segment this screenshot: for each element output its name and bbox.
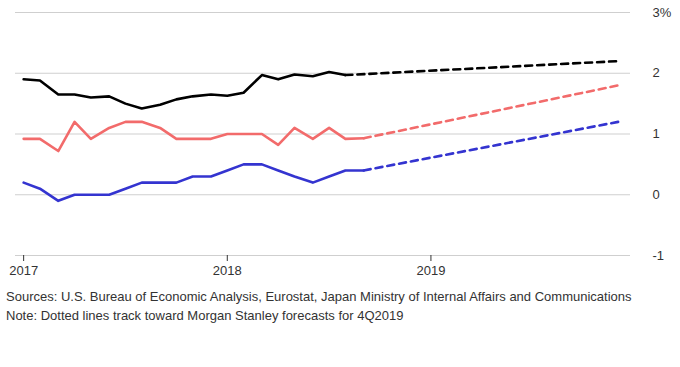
svg-text:2: 2 [653, 65, 660, 80]
html-text:Sources: U.S. Bureau of Econom: Sources: U.S. Bureau of Economic Analysi… [6, 289, 632, 304]
html-text:Note: Dotted lines track towar: Note: Dotted lines track toward Morgan S… [6, 308, 404, 323]
svg-text:0: 0 [653, 187, 660, 202]
svg-text:2019: 2019 [416, 263, 445, 278]
svg-text:1: 1 [653, 126, 660, 141]
svg-text:3%: 3% [653, 5, 672, 20]
svg-text:2018: 2018 [213, 263, 242, 278]
svg-text:2017: 2017 [9, 263, 38, 278]
svg-text:-1: -1 [653, 248, 665, 263]
